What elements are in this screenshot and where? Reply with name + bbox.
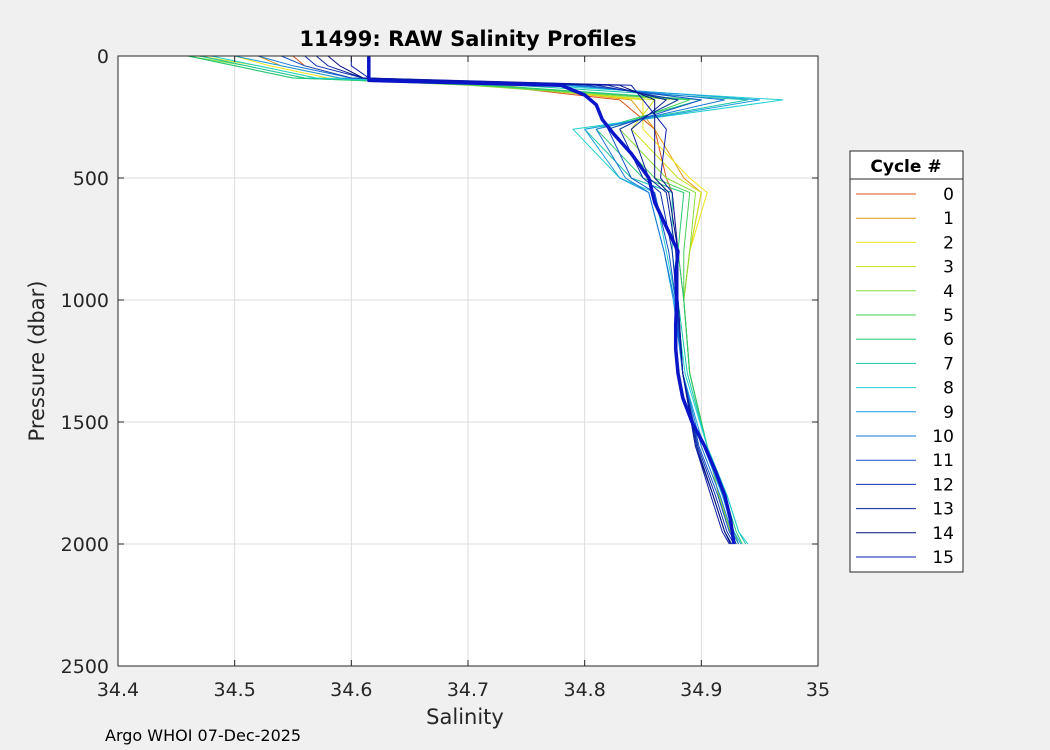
legend-label-cycle-2: 2 <box>943 233 954 253</box>
legend-label-cycle-4: 4 <box>943 282 954 302</box>
y-tick-label: 0 <box>97 46 109 68</box>
legend-label-cycle-6: 6 <box>943 330 954 350</box>
grid-lines <box>118 56 818 666</box>
y-tick-label: 500 <box>73 168 109 190</box>
legend-label-cycle-7: 7 <box>943 354 954 374</box>
y-tick-label: 2000 <box>61 534 109 556</box>
y-axis-label: Pressure (dbar) <box>25 281 49 442</box>
footer-credit: Argo WHOI 07-Dec-2025 <box>105 726 301 745</box>
profile-line-cycle-15 <box>350 56 730 545</box>
legend-label-cycle-10: 10 <box>932 427 954 447</box>
legend-label-cycle-9: 9 <box>943 403 954 423</box>
legend-label-cycle-12: 12 <box>932 475 954 495</box>
tick-marks <box>117 55 819 667</box>
x-tick-label: 34.7 <box>447 679 489 701</box>
x-axis-label: Salinity <box>426 705 504 729</box>
x-tick-label: 35 <box>806 679 830 701</box>
x-tick-label: 34.5 <box>214 679 256 701</box>
x-tick-label: 34.4 <box>97 679 139 701</box>
y-tick-label: 1000 <box>61 290 109 312</box>
legend-label-cycle-0: 0 <box>943 185 954 205</box>
legend-label-cycle-11: 11 <box>932 451 954 471</box>
tick-labels: 34.4 34.5 34.6 34.7 34.8 34.9 35 0 500 1000 1500 20… <box>61 46 830 701</box>
legend-box <box>849 150 964 573</box>
y-tick-label: 1500 <box>61 412 109 434</box>
legend-label-cycle-15: 15 <box>932 548 954 568</box>
x-tick-label: 34.9 <box>680 679 722 701</box>
legend-label-cycle-13: 13 <box>932 500 954 520</box>
legend-title: Cycle # <box>870 157 941 177</box>
y-tick-label: 2500 <box>61 656 109 678</box>
x-tick-label: 34.6 <box>330 679 372 701</box>
legend-label-cycle-14: 14 <box>932 524 954 544</box>
legend-label-cycle-3: 3 <box>943 258 954 278</box>
legend-label-cycle-1: 1 <box>943 209 954 229</box>
profile-lines <box>187 55 784 545</box>
x-tick-label: 34.8 <box>564 679 606 701</box>
mean-profile-line <box>367 56 736 545</box>
legend-label-cycle-8: 8 <box>943 379 954 399</box>
chart-title: 11499: RAW Salinity Profiles <box>299 27 636 51</box>
legend-label-cycle-5: 5 <box>943 306 954 326</box>
